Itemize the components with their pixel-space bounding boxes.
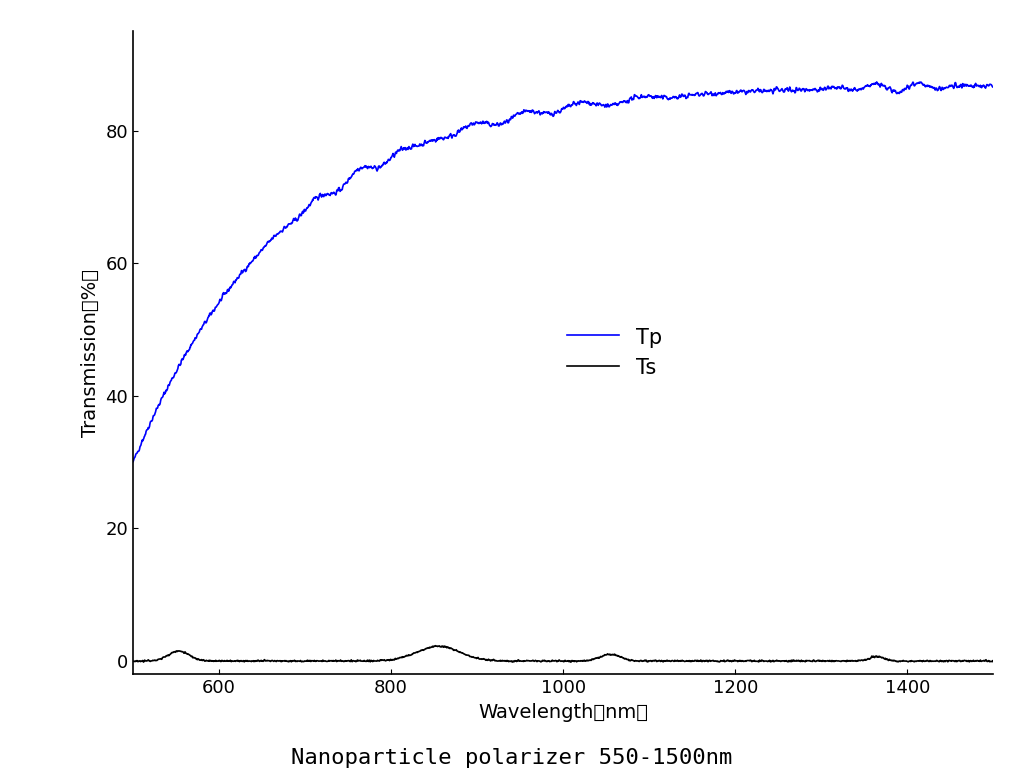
X-axis label: Wavelength（nm）: Wavelength（nm） xyxy=(478,702,648,721)
Ts xyxy=(523,656,536,666)
Ts xyxy=(546,656,558,666)
Text: Nanoparticle polarizer 550-1500nm: Nanoparticle polarizer 550-1500nm xyxy=(291,749,733,768)
Tp xyxy=(963,82,975,91)
Tp xyxy=(545,109,557,118)
Ts xyxy=(805,656,817,666)
Tp xyxy=(963,81,975,90)
Y-axis label: Transmission（%）: Transmission（%） xyxy=(81,269,100,437)
Ts xyxy=(429,641,441,651)
Legend: Tp, Ts: Tp, Ts xyxy=(559,319,671,387)
Ts xyxy=(171,647,183,656)
Tp xyxy=(987,82,999,92)
Tp xyxy=(171,366,183,376)
Ts xyxy=(963,656,975,666)
Tp xyxy=(127,457,139,466)
Tp xyxy=(522,106,535,115)
Tp xyxy=(870,78,883,87)
Ts xyxy=(987,655,999,665)
Ts xyxy=(127,657,139,666)
Tp xyxy=(804,85,816,95)
Ts xyxy=(564,658,577,667)
Ts xyxy=(963,657,975,666)
Line: Ts: Ts xyxy=(133,646,993,662)
Line: Tp: Tp xyxy=(133,82,993,462)
